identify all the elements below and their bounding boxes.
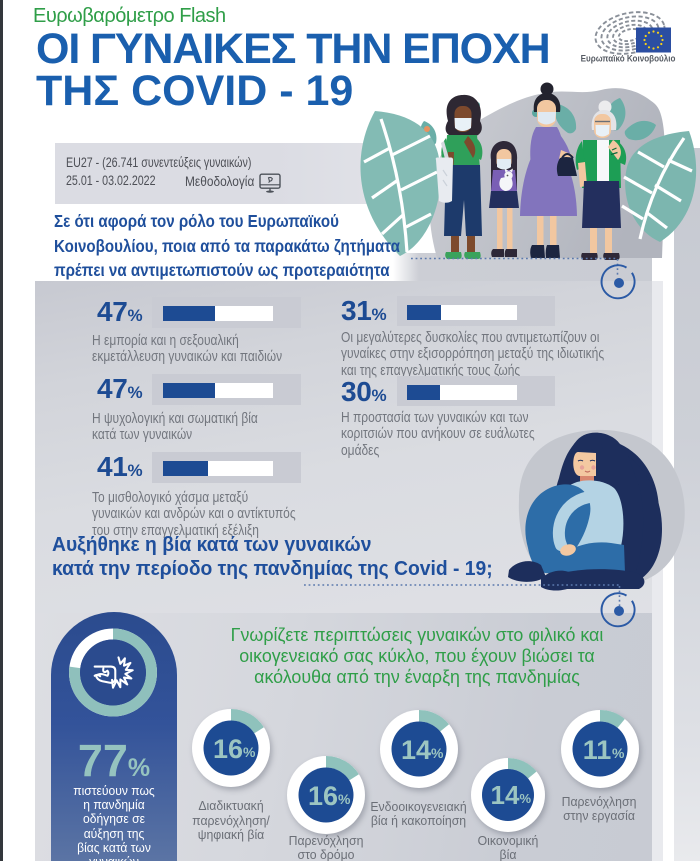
svg-text:%: %: [338, 791, 351, 807]
svg-text:11: 11: [583, 735, 612, 765]
svg-text:%: %: [431, 745, 444, 761]
svg-text:%: %: [612, 745, 625, 761]
svg-text:%: %: [243, 744, 256, 760]
svg-text:16: 16: [308, 781, 338, 811]
svg-text:16: 16: [213, 734, 243, 764]
svg-text:Ευρωπαϊκό Κοινοβούλιο: Ευρωπαϊκό Κοινοβούλιο: [581, 53, 676, 63]
svg-text:14: 14: [401, 735, 431, 765]
svg-text:%: %: [520, 791, 532, 806]
svg-text:14: 14: [491, 780, 520, 810]
